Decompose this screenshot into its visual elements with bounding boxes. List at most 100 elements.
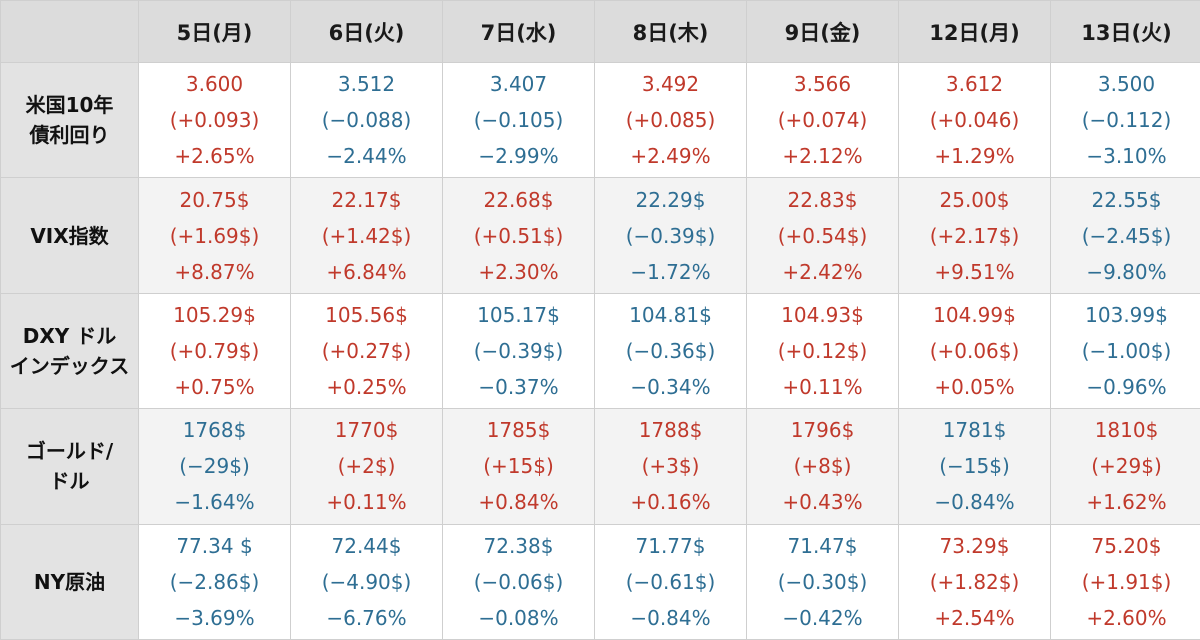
column-header: 13日(火) [1051,1,1200,63]
cell-percent: +9.51% [934,259,1015,284]
cell-percent: −2.99% [478,144,559,169]
cell-value: 103.99$ [1085,302,1168,327]
cell-percent: +0.84% [478,490,559,515]
cell-change: (−0.39$) [625,223,716,248]
cell-value: 104.99$ [933,302,1016,327]
cell-percent: −1.64% [174,490,255,515]
data-cell: 22.17$ (+1.42$) +6.84% [291,178,443,294]
cell-change: (+0.51$) [473,223,564,248]
cell-percent: +1.62% [1086,490,1167,515]
data-cell: 3.492 (+0.085) +2.49% [595,63,747,179]
data-cell: 104.81$ (−0.36$) −0.34% [595,293,747,410]
row-label-line: ドル [49,469,90,494]
cell-percent: +0.43% [782,490,863,515]
cell-value: 3.612 [945,72,1004,97]
data-cell: 3.500 (−0.112) −3.10% [1051,63,1200,179]
cell-percent: +0.75% [174,374,255,399]
data-cell: 22.83$ (+0.54$) +2.42% [747,178,899,294]
cell-change: (−0.30$) [777,569,868,594]
cell-percent: +2.42% [782,259,863,284]
data-cell: 72.38$ (−0.06$) −0.08% [443,524,595,640]
cell-percent: +2.60% [1086,605,1167,630]
cell-change: (−4.90$) [321,569,412,594]
cell-percent: +1.29% [934,144,1015,169]
cell-change: (+0.12$) [777,338,868,363]
cell-value: 3.500 [1097,72,1156,97]
cell-percent: −9.80% [1086,259,1167,284]
data-cell: 1770$ (+2$) +0.11% [291,409,443,525]
cell-change: (+1.69$) [169,223,260,248]
data-cell: 71.77$ (−0.61$) −0.84% [595,524,747,640]
row-label: ゴールド/ドル [1,409,139,525]
cell-percent: +2.12% [782,144,863,169]
cell-percent: +0.11% [326,490,407,515]
cell-value: 3.492 [641,72,700,97]
cell-percent: +2.54% [934,605,1015,630]
cell-value: 104.81$ [629,302,712,327]
cell-value: 104.93$ [781,302,864,327]
column-header: 7日(水) [443,1,595,63]
cell-change: (+29$) [1091,454,1162,479]
data-cell: 1810$ (+29$) +1.62% [1051,409,1200,525]
data-cell: 3.512 (−0.088) −2.44% [291,63,443,179]
column-header: 8日(木) [595,1,747,63]
cell-change: (+0.79$) [169,338,260,363]
cell-change: (−0.36$) [625,338,716,363]
data-cell: 71.47$ (−0.30$) −0.42% [747,524,899,640]
cell-value: 1770$ [334,418,399,443]
cell-percent: +0.11% [782,374,863,399]
cell-change: (+3$) [641,454,700,479]
cell-value: 1785$ [486,418,551,443]
cell-percent: +6.84% [326,259,407,284]
header-corner [1,1,139,63]
cell-percent: −0.37% [478,374,559,399]
cell-percent: +2.65% [174,144,255,169]
cell-value: 72.38$ [483,533,554,558]
cell-value: 22.55$ [1091,187,1162,212]
cell-value: 22.17$ [331,187,402,212]
column-header: 5日(月) [139,1,291,63]
cell-change: (+0.046) [929,108,1020,133]
cell-percent: −0.34% [630,374,711,399]
cell-percent: −0.08% [478,605,559,630]
cell-change: (−2.45$) [1081,223,1172,248]
cell-value: 1796$ [790,418,855,443]
data-cell: 25.00$ (+2.17$) +9.51% [899,178,1051,294]
cell-change: (+2$) [337,454,396,479]
row-label: DXY ドル インデックス [1,293,139,410]
cell-change: (−0.088) [321,108,412,133]
data-cell: 73.29$ (+1.82$) +2.54% [899,524,1051,640]
cell-value: 1810$ [1094,418,1159,443]
cell-value: 3.512 [337,72,396,97]
data-cell: 3.600 (+0.093) +2.65% [139,63,291,179]
cell-change: (+0.27$) [321,338,412,363]
row-label-line: 債利回り [29,123,110,148]
cell-change: (+15$) [483,454,554,479]
cell-value: 1788$ [638,418,703,443]
cell-value: 22.83$ [787,187,858,212]
cell-value: 22.68$ [483,187,554,212]
cell-value: 71.47$ [787,533,858,558]
cell-percent: +8.87% [174,259,255,284]
cell-value: 77.34 $ [176,533,253,558]
row-label-line: VIX指数 [30,223,109,248]
row-label-line: 米国10年 [25,93,114,118]
row-label: VIX指数 [1,178,139,294]
data-cell: 20.75$ (+1.69$) +8.87% [139,178,291,294]
cell-change: (−0.39$) [473,338,564,363]
cell-change: (−2.86$) [169,569,260,594]
cell-change: (+1.82$) [929,569,1020,594]
cell-percent: −6.76% [326,605,407,630]
data-cell: 104.93$ (+0.12$) +0.11% [747,293,899,410]
cell-change: (−29$) [179,454,250,479]
data-cell: 22.29$ (−0.39$) −1.72% [595,178,747,294]
column-header: 9日(金) [747,1,899,63]
data-cell: 3.407 (−0.105) −2.99% [443,63,595,179]
data-cell: 104.99$ (+0.06$) +0.05% [899,293,1051,410]
data-cell: 3.566 (+0.074) +2.12% [747,63,899,179]
data-cell: 1785$ (+15$) +0.84% [443,409,595,525]
cell-value: 3.407 [489,72,548,97]
data-cell: 72.44$ (−4.90$) −6.76% [291,524,443,640]
cell-value: 105.29$ [173,302,256,327]
cell-value: 105.56$ [325,302,408,327]
